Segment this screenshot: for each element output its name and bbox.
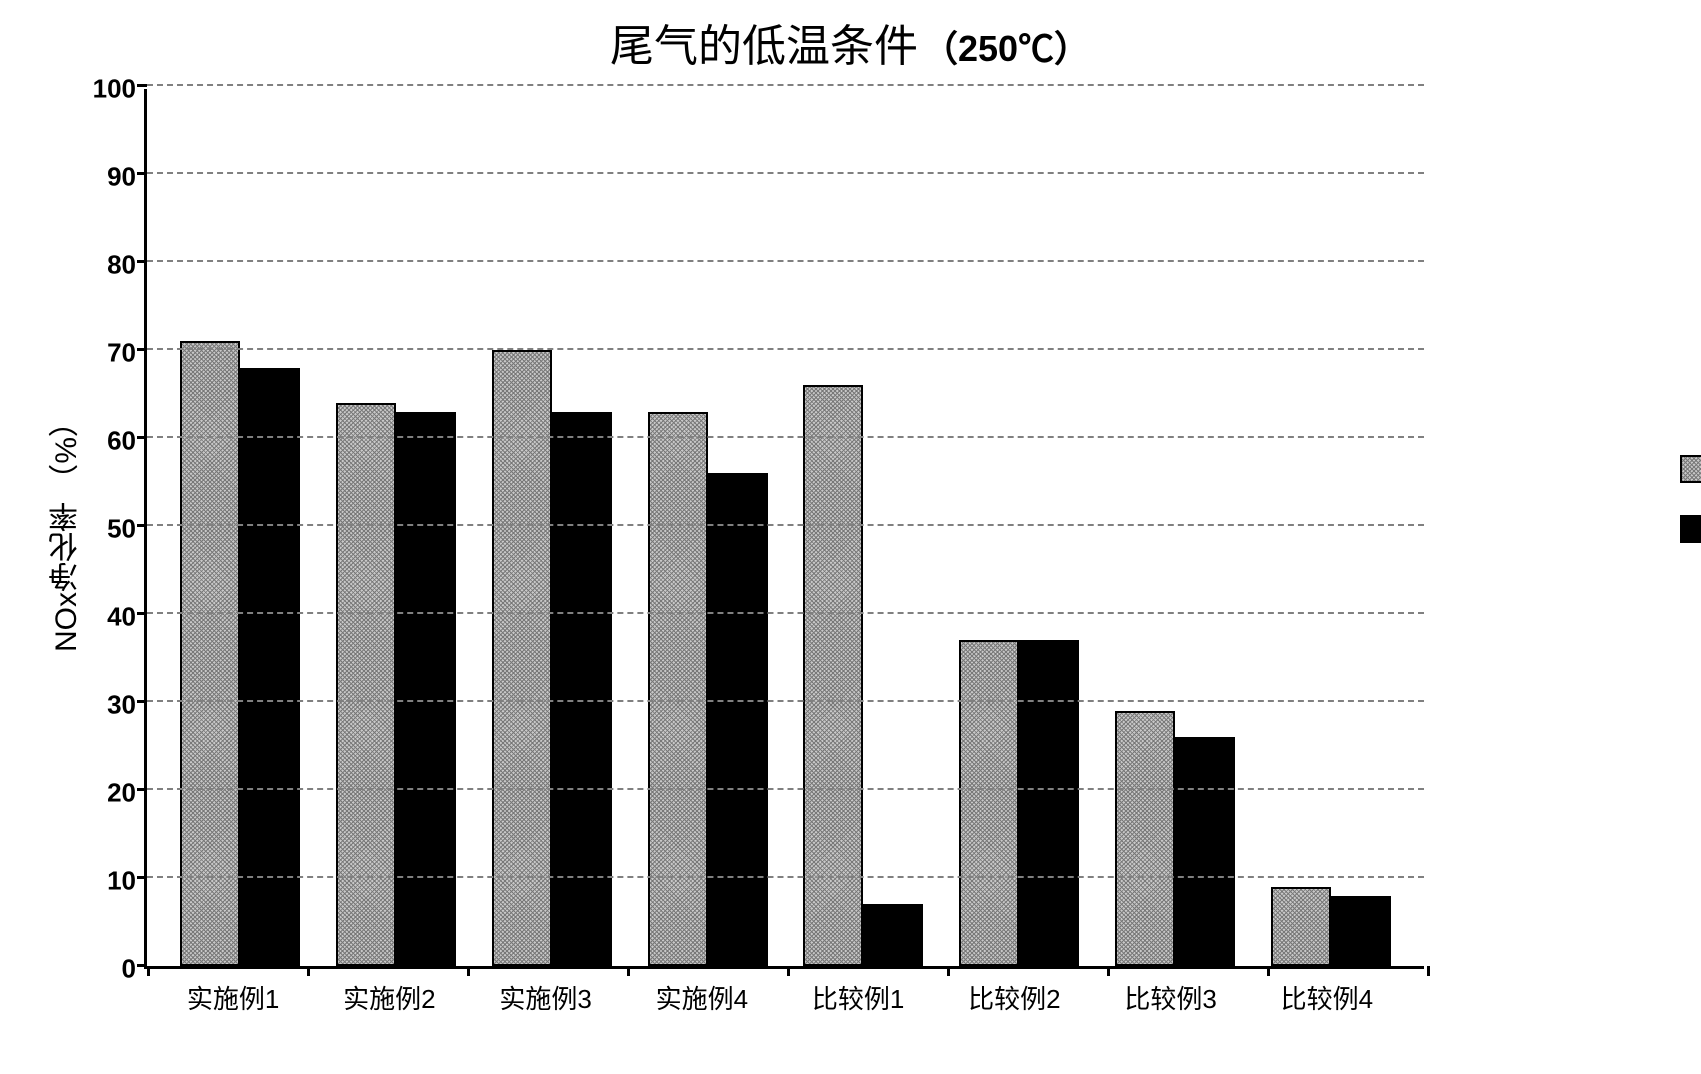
bar-initial	[803, 385, 863, 966]
y-axis-label: NOx净化率 （%）	[40, 89, 89, 969]
y-tick-mark	[137, 260, 147, 263]
y-tick-label: 10	[107, 866, 136, 897]
x-tick-mark	[787, 966, 790, 976]
grid-line	[147, 700, 1424, 702]
grid-line	[147, 260, 1424, 262]
y-tick-label: 0	[122, 954, 136, 985]
legend-swatch-after	[1680, 515, 1701, 543]
y-tick-label: 80	[107, 250, 136, 281]
x-axis-label: 实施例4	[632, 979, 772, 1016]
x-tick-mark	[467, 966, 470, 976]
legend-item-initial: 初期	[1680, 449, 1701, 489]
y-tick-mark	[137, 436, 147, 439]
bar-group	[482, 350, 622, 966]
y-tick-label: 50	[107, 514, 136, 545]
bar-initial	[959, 640, 1019, 966]
bar-group	[949, 640, 1089, 966]
x-axis-labels: 实施例1 实施例2 实施例3 实施例4 比较例1 比较例2 比较例3 比较例4	[140, 979, 1420, 1016]
chart-container: 尾气的低温条件 （250℃） NOx净化率 （%） 0 10 20 30 40 50 60 7…	[40, 10, 1660, 1060]
y-tick-label: 30	[107, 690, 136, 721]
chart-title-main: 尾气的低温条件	[610, 22, 918, 71]
grid-line	[147, 524, 1424, 526]
x-tick-mark	[1267, 966, 1270, 976]
bar-initial	[492, 350, 552, 966]
y-tick-mark	[137, 172, 147, 175]
bar-after	[396, 412, 456, 966]
x-axis-label: 实施例3	[476, 979, 616, 1016]
grid-line	[147, 348, 1424, 350]
y-tick-label: 60	[107, 426, 136, 457]
x-tick-mark	[1107, 966, 1110, 976]
y-tick-label: 70	[107, 338, 136, 369]
bar-initial	[1271, 887, 1331, 966]
bar-group	[170, 341, 310, 966]
x-axis-label: 比较例1	[788, 979, 928, 1016]
x-axis-label: 实施例1	[163, 979, 303, 1016]
x-tick-mark	[147, 966, 150, 976]
y-tick-mark	[137, 612, 147, 615]
legend-swatch-initial	[1680, 455, 1701, 483]
bar-after	[1019, 640, 1079, 966]
chart-title-paren: （250℃）	[922, 28, 1090, 69]
y-axis-ticks: 0102030405060708090100	[89, 89, 144, 969]
grid-line	[147, 788, 1424, 790]
x-tick-mark	[307, 966, 310, 976]
bar-group	[1261, 887, 1401, 966]
grid-line	[147, 84, 1424, 86]
bar-initial	[336, 403, 396, 966]
y-tick-mark	[137, 348, 147, 351]
bars-container	[147, 89, 1424, 966]
x-axis-label: 比较例3	[1101, 979, 1241, 1016]
y-tick-mark	[137, 700, 147, 703]
y-tick-mark	[137, 84, 147, 87]
x-axis-label: 比较例2	[944, 979, 1084, 1016]
grid-line	[147, 876, 1424, 878]
grid-line	[147, 612, 1424, 614]
bar-group	[326, 403, 466, 966]
x-tick-mark	[627, 966, 630, 976]
y-tick-mark	[137, 788, 147, 791]
y-tick-label: 40	[107, 602, 136, 633]
bar-group	[793, 385, 933, 966]
grid-line	[147, 436, 1424, 438]
bar-after	[552, 412, 612, 966]
x-axis-label: 比较例4	[1257, 979, 1397, 1016]
plot-area	[144, 89, 1424, 969]
y-tick-mark	[137, 524, 147, 527]
x-tick-mark	[947, 966, 950, 976]
x-tick-mark	[1427, 966, 1430, 976]
bar-after	[863, 904, 923, 966]
y-tick-label: 100	[93, 74, 136, 105]
y-tick-label: 90	[107, 162, 136, 193]
bar-initial	[648, 412, 708, 966]
y-tick-label: 20	[107, 778, 136, 809]
bar-after	[708, 473, 768, 966]
y-tick-mark	[137, 876, 147, 879]
legend-item-after: 水热后	[1680, 509, 1701, 549]
chart-body: NOx净化率 （%） 0102030405060708090100 初期 水热后…	[40, 89, 1660, 1049]
bar-initial	[180, 341, 240, 966]
bar-group	[638, 412, 778, 966]
grid-line	[147, 172, 1424, 174]
x-axis-label: 实施例2	[319, 979, 459, 1016]
y-tick-mark	[137, 964, 147, 967]
legend: 初期 水热后	[1680, 449, 1701, 569]
bar-group	[1105, 711, 1245, 966]
chart-title: 尾气的低温条件 （250℃）	[40, 10, 1660, 74]
bar-after	[1331, 896, 1391, 966]
bar-initial	[1115, 711, 1175, 966]
bar-after	[1175, 737, 1235, 966]
